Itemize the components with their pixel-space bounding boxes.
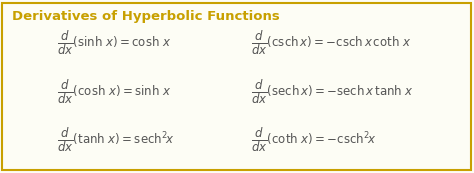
Text: $\dfrac{d}{dx}(\coth\, x) = {-}\mathrm{csch}^2\! x$: $\dfrac{d}{dx}(\coth\, x) = {-}\mathrm{c… <box>251 126 376 154</box>
Text: $\dfrac{d}{dx}(\mathrm{sech}\, x) = {-}\mathrm{sech}\, x\,\tanh\, x$: $\dfrac{d}{dx}(\mathrm{sech}\, x) = {-}\… <box>251 78 414 106</box>
Text: $\dfrac{d}{dx}(\mathrm{csch}\, x) = {-}\mathrm{csch}\, x\,\coth\, x$: $\dfrac{d}{dx}(\mathrm{csch}\, x) = {-}\… <box>251 29 412 57</box>
Text: $\dfrac{d}{dx}(\cosh\, x) = \sinh\, x$: $\dfrac{d}{dx}(\cosh\, x) = \sinh\, x$ <box>57 78 172 106</box>
Text: Derivatives of Hyperbolic Functions: Derivatives of Hyperbolic Functions <box>12 10 280 22</box>
Text: $\dfrac{d}{dx}(\tanh\, x) = \mathrm{sech}^2\! x$: $\dfrac{d}{dx}(\tanh\, x) = \mathrm{sech… <box>57 126 174 154</box>
Text: $\dfrac{d}{dx}(\sinh\, x) = \cosh\, x$: $\dfrac{d}{dx}(\sinh\, x) = \cosh\, x$ <box>57 29 172 57</box>
FancyBboxPatch shape <box>2 3 471 170</box>
